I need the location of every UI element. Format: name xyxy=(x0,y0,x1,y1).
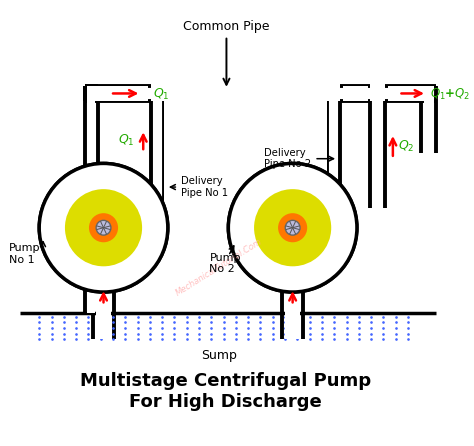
Bar xyxy=(424,101,434,153)
Circle shape xyxy=(285,220,300,235)
Bar xyxy=(87,101,95,313)
Circle shape xyxy=(65,189,142,266)
Bar xyxy=(96,247,111,339)
Text: $Q_2$: $Q_2$ xyxy=(398,139,414,154)
Text: Pump
No 2: Pump No 2 xyxy=(210,253,241,274)
Bar xyxy=(164,101,327,208)
Bar xyxy=(154,101,161,208)
Text: $Q_1$: $Q_1$ xyxy=(153,87,169,102)
Circle shape xyxy=(96,220,111,235)
Text: Multistage Centrifugal Pump: Multistage Centrifugal Pump xyxy=(80,372,371,390)
Text: Sump: Sump xyxy=(201,349,237,362)
Text: Delivery
Pipe No 1: Delivery Pipe No 1 xyxy=(171,176,228,198)
Circle shape xyxy=(254,189,331,266)
Circle shape xyxy=(39,163,168,292)
Text: For High Discharge: For High Discharge xyxy=(129,393,322,411)
Text: MechanicalTutorial.Com: MechanicalTutorial.Com xyxy=(174,237,264,298)
Text: Common Pipe: Common Pipe xyxy=(183,20,270,85)
Text: Pump
No 1: Pump No 1 xyxy=(9,244,40,265)
Text: Delivery
Pipe No 2: Delivery Pipe No 2 xyxy=(264,148,334,169)
Bar xyxy=(285,247,301,339)
Bar xyxy=(87,86,148,101)
Text: $Q_1$+$Q_2$: $Q_1$+$Q_2$ xyxy=(430,87,470,102)
Circle shape xyxy=(228,163,357,292)
Bar xyxy=(388,86,434,101)
Circle shape xyxy=(279,214,306,241)
Bar xyxy=(329,101,337,208)
Circle shape xyxy=(90,214,117,241)
Text: $Q_1$: $Q_1$ xyxy=(118,133,135,148)
Bar xyxy=(373,101,383,208)
Circle shape xyxy=(228,163,357,292)
Circle shape xyxy=(39,163,168,292)
Bar xyxy=(343,86,367,101)
